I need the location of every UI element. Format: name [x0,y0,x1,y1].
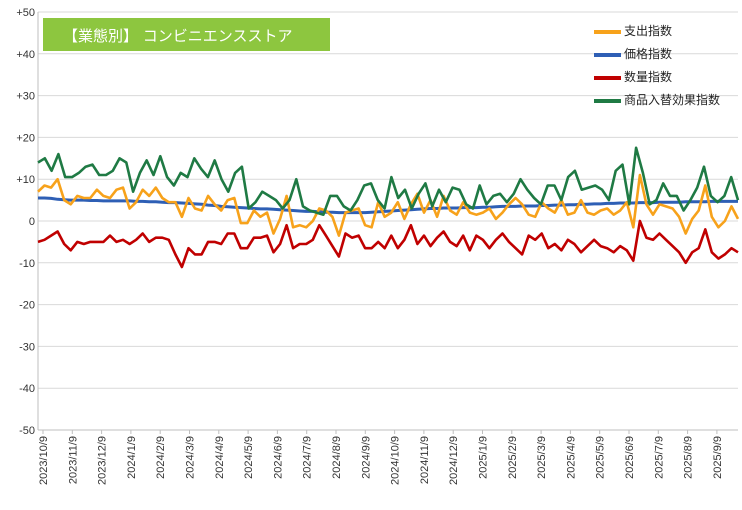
legend-swatch-spending [594,30,621,34]
legend-label-spending: 支出指数 [624,24,673,38]
series-line-price [38,196,738,215]
x-tick-label: 2024/4/9 [214,436,226,479]
x-tick-label: 2023/10/9 [38,436,50,485]
y-tick-label: +20 [16,132,35,144]
y-tick-label: 0 [29,216,35,228]
y-tick-label: +40 [16,49,35,61]
legend-label-quantity: 数量指数 [624,70,673,84]
x-tick-label: 2025/9/9 [712,436,724,479]
legend-label-product-replacement: 商品入替効果指数 [624,93,721,107]
x-tick-label: 2025/2/9 [507,436,519,479]
x-tick-label: 2024/6/9 [272,436,284,479]
legend-label-price: 価格指数 [624,47,673,61]
x-tick-label: 2025/7/9 [653,436,665,479]
x-tick-label: 2024/7/9 [302,436,314,479]
y-tick-label: +50 [16,7,35,19]
legend-swatch-product-replacement [594,99,621,103]
y-tick-label: -30 [19,341,35,353]
chart-title-box: 【業態別】 コンビニエンスストア [43,18,330,51]
y-tick-label: -40 [19,383,35,395]
x-tick-label: 2025/5/9 [595,436,607,479]
series-line-product-replacement [37,146,740,216]
y-tick-labels: +50 +40 +30 +20 +10 0 -10 -20 -30 -40 -50 [16,7,35,437]
legend-swatch-quantity [594,76,621,80]
y-tick-label: -20 [19,300,35,312]
y-tick-label: -50 [19,425,35,437]
y-tick-label: +30 [16,91,35,103]
x-tick-label: 2024/8/9 [331,436,343,479]
axes [37,12,738,434]
series-line-quantity [37,219,739,269]
x-tick-label: 2024/5/9 [243,436,255,479]
x-tick-label: 2023/12/9 [97,436,109,485]
x-tick-labels: 2023/10/9 2023/11/9 2023/12/9 2024/1/9 2024/… [38,436,724,485]
y-tick-label: -10 [19,258,35,270]
series-line-spending [37,173,740,237]
chart-title: 【業態別】 コンビニエンスストア [63,27,293,45]
x-tick-label: 2024/1/9 [126,436,138,479]
x-tick-label: 2025/4/9 [565,436,577,479]
legend-swatch-price [594,53,621,57]
x-tick-label: 2024/11/9 [419,436,431,484]
x-tick-label: 2024/10/9 [390,436,402,485]
x-tick-label: 2024/2/9 [155,436,167,479]
series-lines [37,146,740,269]
x-tick-label: 2025/6/9 [624,436,636,479]
x-tick-label: 2024/12/9 [448,436,460,485]
x-tick-label: 2024/9/9 [360,436,372,479]
x-tick-label: 2025/1/9 [478,436,490,479]
x-tick-label: 2023/11/9 [67,436,79,484]
x-tick-label: 2025/8/9 [683,436,695,479]
x-tick-label: 2025/3/9 [536,436,548,479]
y-tick-label: +10 [16,174,35,186]
x-tick-label: 2024/3/9 [185,436,197,479]
